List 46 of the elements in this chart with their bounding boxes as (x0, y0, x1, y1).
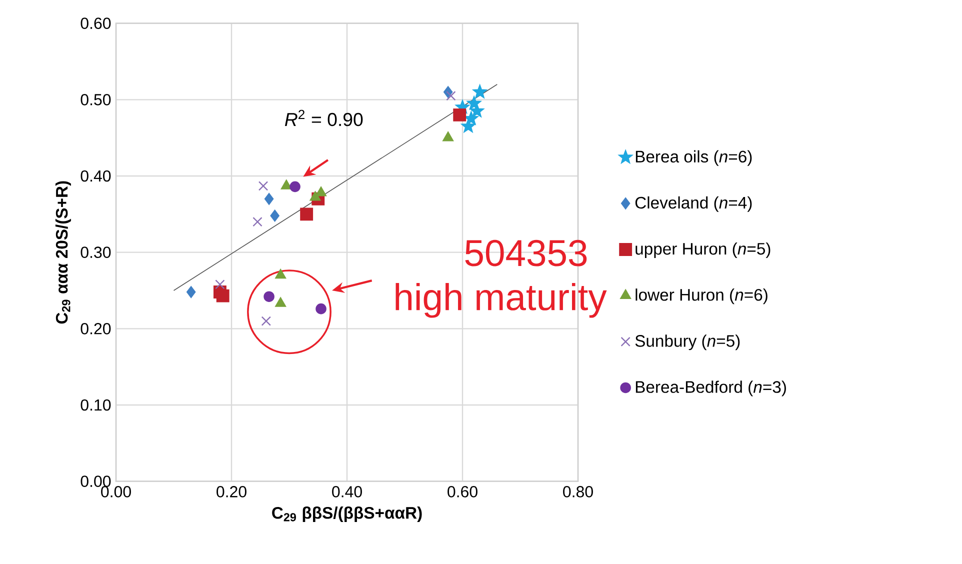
point (300, 208, 314, 221)
point (310, 191, 321, 201)
annotation: R$^{2}$ = 0.90 (284, 110, 363, 126)
point (442, 132, 454, 142)
point (472, 84, 487, 98)
point (275, 297, 286, 307)
annotation: 504353 (465, 240, 587, 266)
legend-label: upper Huron (n=5) (636, 242, 770, 258)
point (264, 192, 274, 205)
point (215, 280, 225, 290)
legend-label: lower Huron (n=6) (636, 288, 768, 304)
x-tick-label: 0.40 (332, 486, 362, 498)
point (275, 269, 286, 279)
y-tick-label: 0.30 (80, 246, 111, 258)
point (261, 316, 271, 326)
point (258, 181, 268, 191)
point (186, 286, 196, 298)
x-tick-label: 0.60 (448, 486, 478, 498)
point (216, 289, 230, 302)
point (316, 186, 326, 196)
point (464, 111, 478, 125)
point (290, 181, 300, 192)
legend-label: Cleveland (n=4) (635, 196, 752, 212)
legend-label: Berea oils (n=6) (636, 150, 752, 166)
y-axis-title: C$_{29}$ ααα 20S/(S+R) (55, 181, 71, 324)
y-tick-label: 0.10 (80, 399, 111, 411)
y-tick-label: 0.20 (80, 323, 111, 334)
point (446, 91, 456, 101)
legend-label: Berea-Bedford (n=3) (636, 380, 786, 396)
point (264, 291, 274, 302)
x-tick-label: 0.80 (563, 486, 593, 498)
x-tick-label: 0.20 (216, 486, 246, 498)
annotation: high maturity (396, 283, 607, 318)
point (252, 216, 262, 227)
y-tick-label: 0.00 (80, 476, 111, 487)
point (453, 108, 466, 122)
point (470, 104, 484, 118)
point (280, 180, 292, 190)
y-tick-label: 0.50 (80, 94, 111, 106)
x-axis-title: C$_{29}$ ββS/(ββS+ααR) (272, 506, 422, 522)
y-tick-label: 0.60 (80, 18, 111, 29)
point (270, 210, 280, 222)
y-tick-label: 0.40 (80, 170, 111, 182)
point (316, 303, 326, 314)
x-tick-label: 0.00 (101, 486, 131, 498)
legend-label: Sunbury (n=5) (635, 334, 740, 350)
